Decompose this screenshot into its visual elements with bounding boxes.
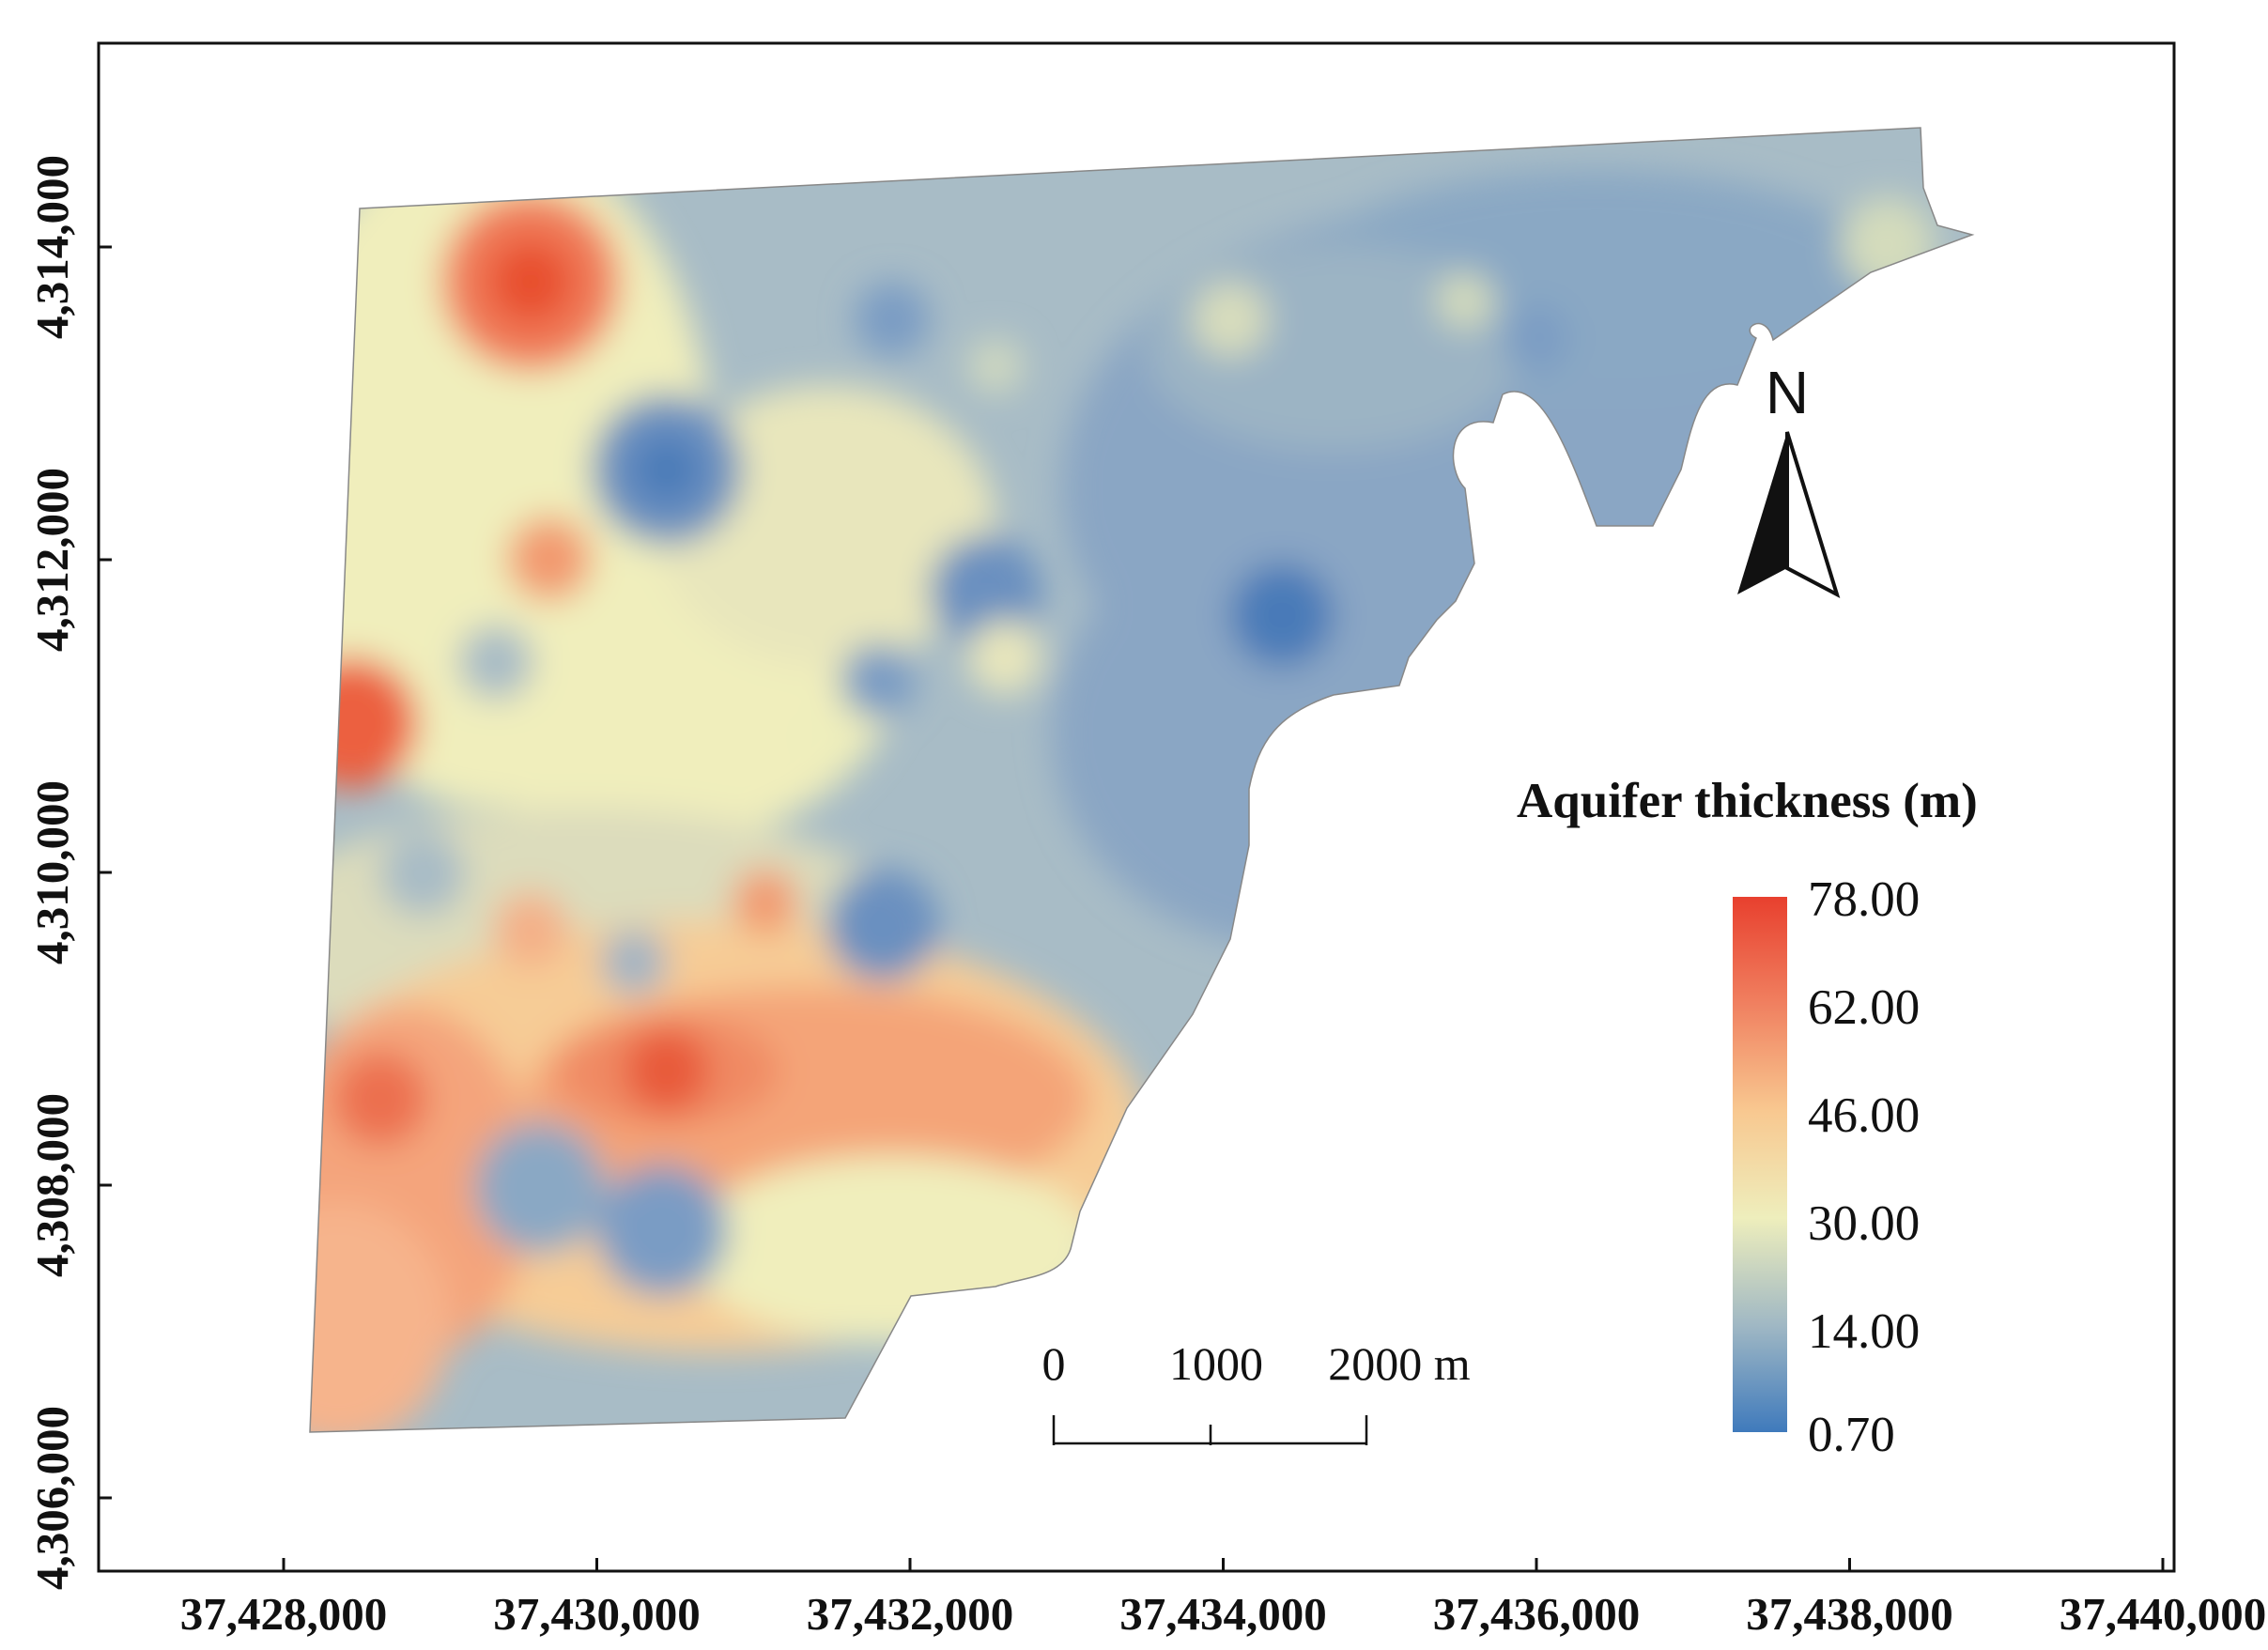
north-arrow-left-half [1737,432,1787,594]
x-tick-label: 37,432,000 [807,1588,1014,1640]
legend-value-label: 78.00 [1808,872,1920,927]
legend-value-label: 30.00 [1808,1196,1920,1251]
north-letter: N [1766,359,1809,426]
legend: Aquifer thickness (m) 78.00 62.00 46.00 30.… [1517,774,1978,1462]
y-axis: 4,306,000 4,308,000 4,310,000 4,312,000 4,31… [26,155,112,1590]
x-tick-label: 37,436,000 [1433,1588,1641,1640]
x-axis: 37,428,000 37,430,000 37,432,000 37,434,000… [180,1558,2267,1640]
north-arrow: N [1737,359,1841,599]
thickness-surface [310,128,1972,1432]
y-tick-label: 4,312,000 [26,468,78,652]
x-tick-label: 37,428,000 [180,1588,388,1640]
legend-value-label: 14.00 [1808,1304,1920,1359]
study-area-outline [309,127,1975,1433]
legend-value-label: 46.00 [1808,1088,1920,1143]
scale-label-2000: 2000 m [1328,1337,1471,1390]
y-tick-label: 4,306,000 [26,1406,78,1590]
scale-bar: 0 1000 2000 m [1042,1337,1471,1445]
map-frame [97,41,2176,1573]
north-arrow-right-half [1785,431,1841,599]
y-tick-label: 4,310,000 [26,780,78,964]
legend-value-label: 0.70 [1808,1408,1895,1462]
x-tick-label: 37,434,000 [1119,1588,1327,1640]
x-tick-label: 37,438,000 [1746,1588,1953,1640]
legend-value-label: 62.00 [1808,980,1920,1035]
legend-color-ramp [1733,897,1787,1432]
y-tick-label: 4,314,000 [26,155,78,339]
x-tick-label: 37,440,000 [2060,1588,2267,1640]
legend-title: Aquifer thickness (m) [1517,774,1978,828]
x-tick-label: 37,430,000 [493,1588,701,1640]
scale-label-1000: 1000 [1169,1337,1263,1390]
y-tick-label: 4,308,000 [26,1093,78,1277]
scale-label-0: 0 [1042,1337,1066,1390]
